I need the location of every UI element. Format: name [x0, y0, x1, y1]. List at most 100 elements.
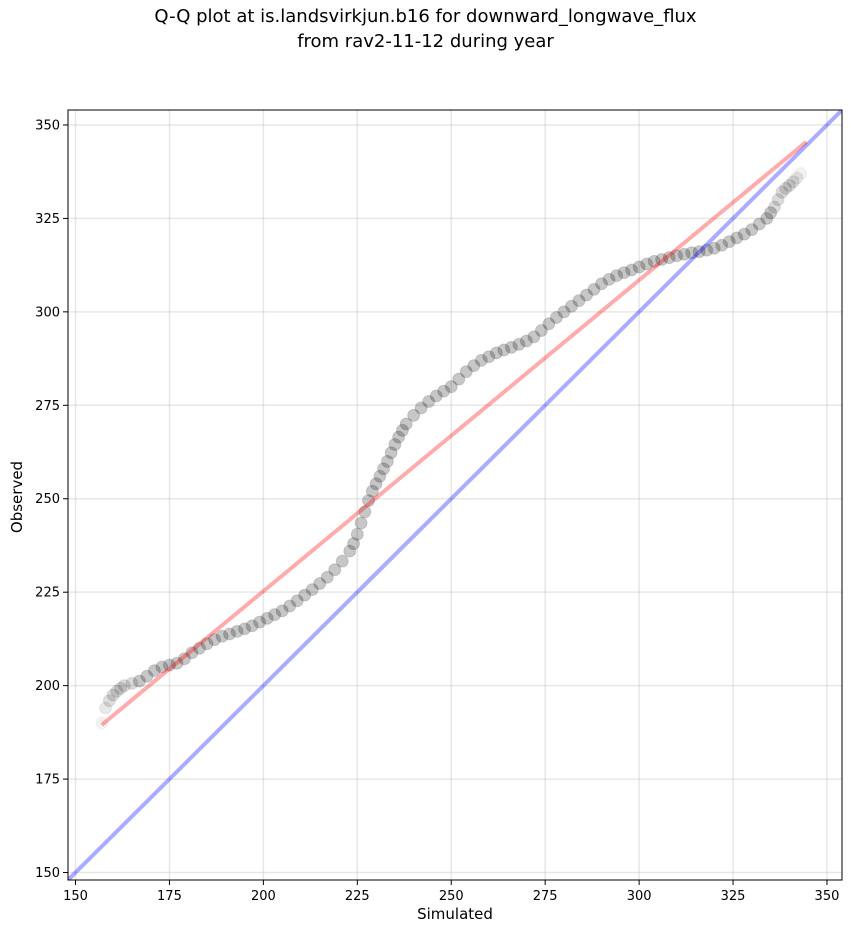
x-tick-label: 250 — [439, 889, 464, 904]
scatter-point — [343, 544, 357, 558]
scatter-point — [392, 430, 406, 444]
scatter-point — [685, 246, 699, 260]
scatter-point — [395, 423, 409, 437]
axes: 150 175 200 225 250 275 300 325 350 150 175 200 225 2… — [35, 118, 839, 904]
scatter-point — [373, 469, 387, 483]
scatter-point — [564, 299, 578, 313]
scatter-point — [549, 310, 563, 324]
scatter-point — [384, 446, 398, 460]
scatter-point — [275, 604, 289, 618]
scatter-point — [407, 408, 421, 422]
scatter-point — [162, 658, 176, 672]
chart-title: Q-Q plot at is.landsvirkjun.b16 for down… — [154, 6, 697, 27]
scatter-point — [245, 619, 259, 633]
scatter-point — [422, 395, 436, 409]
scatter-point — [223, 627, 237, 641]
scatter-point — [737, 227, 751, 241]
y-tick-label: 150 — [35, 866, 60, 881]
scatter-point — [647, 254, 661, 268]
scatter-point — [328, 563, 342, 577]
scatter-point — [380, 454, 394, 468]
scatter-point — [185, 646, 199, 660]
scatter-point — [399, 417, 413, 431]
scatter-point — [482, 350, 496, 364]
scatter-point — [542, 317, 556, 331]
scatter-point — [230, 624, 244, 638]
scatter-point — [99, 701, 113, 715]
scatter-point — [790, 171, 804, 185]
x-tick-label: 175 — [157, 889, 182, 904]
scatter-point — [610, 269, 624, 283]
scatter-point — [786, 175, 800, 189]
scatter-point — [467, 359, 481, 373]
scatter-point — [193, 641, 207, 655]
scatter-point — [527, 330, 541, 344]
scatter-point — [320, 570, 334, 584]
scatter-point — [102, 694, 116, 708]
y-axis-label: Observed — [8, 460, 26, 534]
x-tick-label: 325 — [721, 889, 746, 904]
scatter-point — [504, 340, 518, 354]
scatter-point — [602, 272, 616, 286]
scatter-point — [132, 674, 146, 688]
scatter-point — [388, 438, 402, 452]
x-axis-label: Simulated — [417, 905, 493, 923]
y-tick-label: 200 — [35, 679, 60, 694]
scatter-point — [170, 656, 184, 670]
scatter-point — [519, 334, 533, 348]
scatter-point — [238, 622, 252, 636]
x-tick-label: 200 — [251, 889, 276, 904]
scatter-point — [177, 652, 191, 666]
scatter-point — [305, 583, 319, 597]
one-to-one-line — [68, 110, 842, 880]
x-tick-label: 350 — [815, 889, 840, 904]
scatter-point — [268, 608, 282, 622]
scatter-point — [775, 185, 789, 199]
scatter-point — [362, 494, 376, 508]
scatter-point — [782, 179, 796, 193]
scatter-point — [459, 365, 473, 379]
scatter-point — [670, 249, 684, 263]
scatter-point — [414, 401, 428, 415]
scatter-point — [95, 717, 108, 730]
scatter-point — [794, 167, 807, 180]
scatter-point — [335, 554, 349, 568]
scatter-point — [147, 664, 161, 678]
y-tick-label: 225 — [35, 586, 60, 601]
scatter-point — [745, 223, 759, 237]
scatter-point — [700, 243, 714, 257]
scatter-point — [692, 245, 706, 259]
scatter-point — [677, 247, 691, 261]
scatter-point — [350, 527, 364, 541]
scatter-point — [110, 684, 124, 698]
y-tick-label: 325 — [35, 212, 60, 227]
scatter-point — [489, 346, 503, 360]
scatter-point — [117, 679, 131, 693]
scatter-point — [114, 681, 128, 695]
y-tick-label: 350 — [35, 118, 60, 133]
scatter-point — [580, 288, 594, 302]
scatter-point — [617, 266, 631, 280]
scatter-point — [125, 676, 139, 690]
x-tick-label: 225 — [345, 889, 370, 904]
scatter-point — [253, 615, 267, 629]
scatter-point — [313, 577, 327, 591]
x-tick-label: 300 — [627, 889, 652, 904]
scatter-point — [655, 253, 669, 267]
fit-line — [100, 140, 808, 727]
scatter-point — [358, 505, 372, 519]
scatter-point — [429, 389, 443, 403]
scatter-point — [730, 231, 744, 245]
y-tick-label: 275 — [35, 399, 60, 414]
scatter-point — [707, 241, 721, 255]
scatter-point — [437, 384, 451, 398]
grid — [68, 110, 842, 880]
scatter-point — [771, 193, 785, 207]
scatter-point — [200, 637, 214, 651]
scatter-point — [365, 484, 379, 498]
scatter-point — [760, 211, 774, 225]
scatter-point — [572, 294, 586, 308]
x-tick-label: 275 — [533, 889, 558, 904]
